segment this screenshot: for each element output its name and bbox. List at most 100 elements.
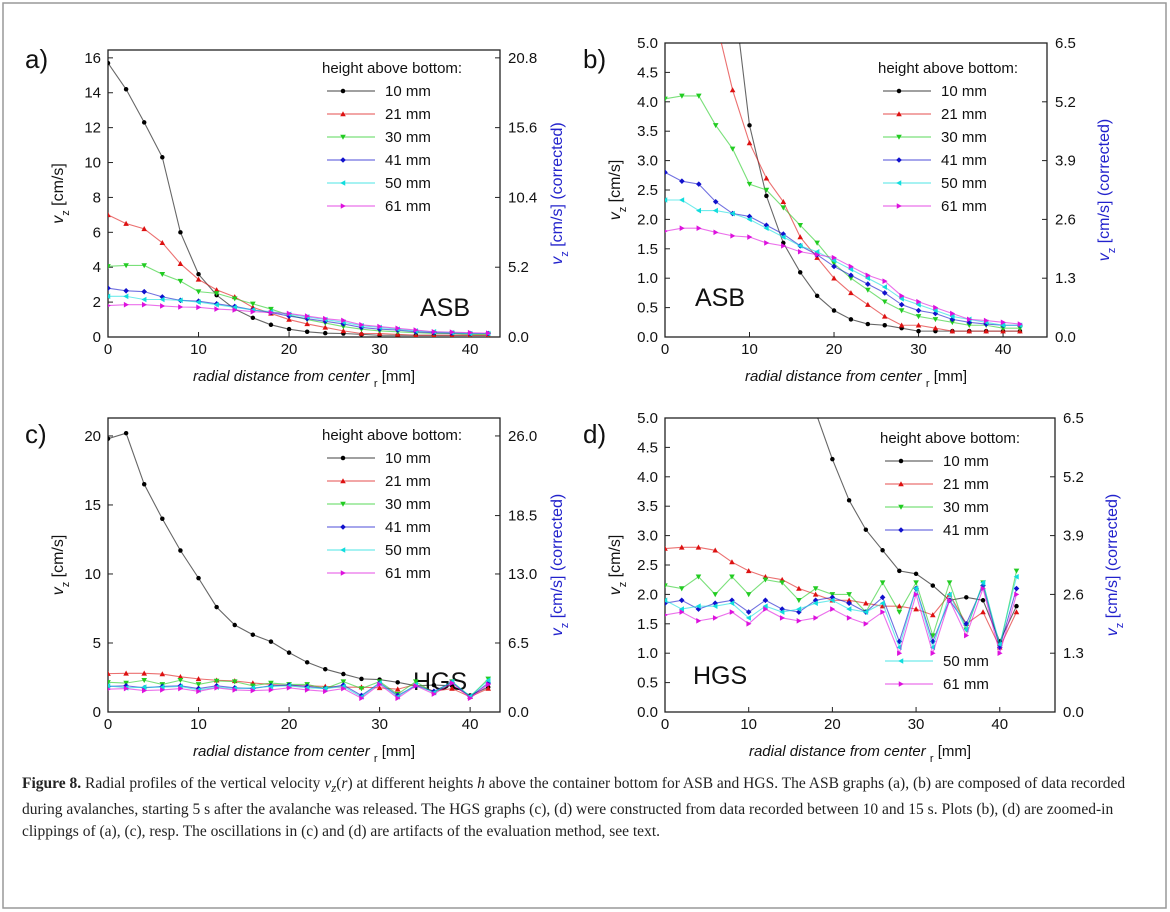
y-axis-title-part: [cm/s] (607, 160, 624, 207)
data-point (712, 603, 718, 609)
y2-tick-label: 18.5 (508, 508, 537, 525)
data-point (1013, 609, 1020, 615)
legend-label: 50 mm (941, 175, 987, 192)
data-point (964, 632, 970, 639)
data-point (730, 233, 736, 239)
y2-axis-title: vz [cm/s] (corrected) (1104, 494, 1126, 636)
y2-axis-title-part: z (559, 623, 571, 629)
y2-tick-label: 26.0 (508, 428, 537, 445)
legend-label: 50 mm (943, 653, 989, 670)
data-point (1013, 573, 1019, 580)
data-point (231, 679, 238, 685)
x-axis-title-part: r (926, 378, 930, 390)
y-tick-label: 4.0 (637, 469, 658, 486)
y-tick-label: 5.0 (637, 410, 658, 427)
data-point (178, 548, 183, 553)
data-point (108, 304, 111, 308)
y2-axis-title-part: z (1106, 248, 1118, 254)
data-point (729, 574, 735, 580)
y2-tick-label: 2.6 (1063, 586, 1084, 603)
data-point (880, 609, 886, 615)
data-point (764, 240, 770, 246)
data-point (359, 695, 365, 701)
data-point (949, 313, 955, 320)
data-point (796, 606, 802, 612)
data-point (123, 220, 129, 226)
legend-label: 30 mm (941, 129, 987, 146)
y2-axis-title-part: v (549, 256, 566, 265)
y-tick-label: 1.0 (637, 270, 658, 287)
x-axis-title-part: radial distance from center (745, 368, 926, 385)
data-point (898, 301, 905, 308)
x-tick-label: 0 (104, 341, 112, 358)
caption-text: ) at different heights (347, 775, 478, 792)
y2-axis-title-part: [cm/s] (corrected) (1104, 494, 1121, 623)
legend-label: 10 mm (943, 453, 989, 470)
data-point (865, 281, 871, 287)
data-point (341, 317, 347, 324)
data-point (746, 621, 752, 627)
data-point (376, 685, 383, 691)
legend-marker (340, 88, 346, 94)
data-point (780, 205, 787, 211)
y-tick-label: 4.5 (637, 439, 658, 456)
data-point (848, 263, 854, 270)
data-point (141, 684, 147, 690)
y-tick-label: 0.5 (637, 300, 658, 317)
data-point (831, 275, 837, 281)
y-tick-label: 5.0 (637, 35, 658, 52)
data-point (359, 321, 365, 328)
data-point (915, 322, 922, 328)
data-point (899, 293, 905, 299)
data-point (304, 321, 310, 327)
data-point (745, 568, 752, 574)
data-point (123, 430, 129, 436)
y-axis-title-part: v (607, 211, 624, 220)
caption: Figure 8. Radial profiles of the vertica… (22, 773, 1147, 843)
data-point (746, 181, 753, 187)
legend-marker (896, 111, 902, 117)
data-point (665, 545, 668, 551)
data-point (141, 678, 148, 684)
data-point (141, 482, 147, 487)
data-point (141, 226, 148, 232)
data-point (413, 679, 419, 685)
data-point (980, 579, 986, 586)
data-point (177, 297, 183, 304)
caption-text: Radial profiles of the vertical velocity (85, 775, 325, 792)
y-tick-label: 3.0 (637, 153, 658, 170)
data-point (232, 687, 238, 693)
legend-marker (896, 203, 902, 209)
series (108, 212, 491, 337)
data-point (395, 680, 400, 685)
legend-label: 61 mm (941, 198, 987, 215)
data-point (712, 592, 719, 598)
x-tick-label: 30 (371, 716, 388, 733)
data-point (250, 315, 256, 321)
data-point (108, 680, 111, 686)
caption-symbol: r (341, 775, 348, 792)
legend-marker (340, 570, 346, 576)
y-axis-title-part: z (617, 582, 629, 588)
data-point (108, 285, 111, 291)
caption-symbol: v (324, 775, 332, 792)
legend-marker (898, 458, 904, 464)
y-tick-label: 2.0 (637, 586, 658, 603)
data-point (712, 600, 719, 607)
y2-tick-label: 0.0 (508, 329, 529, 346)
data-point (762, 597, 769, 604)
y2-tick-label: 5.2 (508, 259, 529, 276)
data-point (746, 140, 753, 146)
x-tick-label: 10 (190, 716, 207, 733)
data-point (177, 260, 184, 266)
data-point (966, 328, 973, 334)
legend-marker (340, 547, 346, 553)
data-point (286, 313, 292, 319)
y2-tick-label: 1.3 (1063, 645, 1084, 662)
data-point (916, 328, 921, 334)
data-point (930, 612, 936, 618)
y-axis-title-part: [cm/s] (607, 535, 624, 582)
plot-frame (107, 49, 501, 338)
data-point (678, 544, 685, 550)
x-axis-title: radial distance from center r [mm] (193, 743, 415, 765)
